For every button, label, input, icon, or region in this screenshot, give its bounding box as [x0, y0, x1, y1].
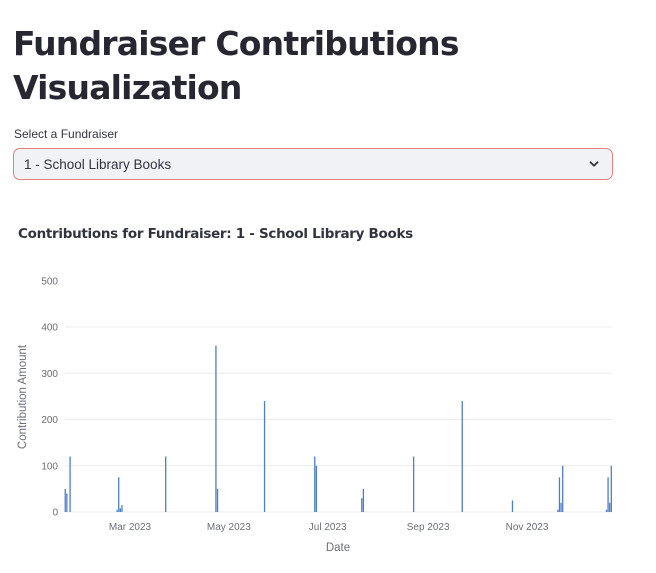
bar[interactable] [216, 488, 219, 512]
bar[interactable] [119, 508, 121, 512]
svg-text:100: 100 [41, 461, 58, 472]
svg-text:400: 400 [41, 323, 58, 334]
bar[interactable] [607, 477, 609, 512]
bar[interactable] [461, 401, 463, 512]
svg-text:0: 0 [52, 508, 58, 519]
select-value: 1 - School Library Books [24, 157, 172, 172]
bar[interactable] [560, 502, 562, 512]
bar[interactable] [64, 488, 66, 512]
page-title: Fundraiser Contributions Visualization [13, 24, 460, 107]
bar[interactable] [609, 502, 611, 512]
fundraiser-select[interactable]: 1 - School Library Books [13, 148, 613, 180]
bar[interactable] [557, 509, 559, 512]
svg-text:Sep 2023: Sep 2023 [407, 522, 450, 533]
bar[interactable] [362, 488, 365, 512]
x-axis-title: Date [326, 542, 350, 554]
bar[interactable] [605, 509, 608, 512]
bar[interactable] [361, 498, 363, 512]
bar[interactable] [412, 456, 415, 513]
bars [64, 345, 612, 513]
bar[interactable] [610, 465, 612, 512]
contributions-bar-chart[interactable]: 0 100 200 300 400 500 Mar 2023 May 2023 Jul 202… [0, 260, 656, 573]
svg-text:May 2023: May 2023 [207, 522, 251, 533]
svg-text:200: 200 [41, 415, 58, 426]
bar[interactable] [121, 505, 123, 512]
bar[interactable] [215, 345, 217, 513]
bar[interactable] [315, 465, 318, 512]
bar[interactable] [118, 477, 120, 512]
svg-text:Mar 2023: Mar 2023 [109, 522, 152, 533]
y-axis-title: Contribution Amount [17, 344, 29, 449]
svg-text:Jul 2023: Jul 2023 [309, 522, 347, 533]
x-axis-ticks: Mar 2023 May 2023 Jul 2023 Sep 2023 Nov 2023 [109, 522, 549, 533]
bar[interactable] [116, 509, 118, 512]
select-fundraiser-label: Select a Fundraiser [14, 127, 119, 141]
bar[interactable] [66, 493, 68, 513]
bar[interactable] [562, 465, 564, 512]
bar[interactable] [263, 401, 266, 512]
svg-text:300: 300 [41, 369, 58, 380]
svg-text:500: 500 [41, 276, 58, 287]
bar[interactable] [314, 456, 316, 513]
gridlines [65, 326, 612, 513]
y-axis-ticks: 0 100 200 300 400 500 [41, 276, 58, 518]
bar[interactable] [511, 500, 514, 512]
bar[interactable] [558, 477, 561, 512]
bar[interactable] [165, 456, 167, 513]
chart-title: Contributions for Fundraiser: 1 - School… [18, 226, 413, 242]
chevron-down-icon [589, 161, 599, 167]
bar[interactable] [69, 456, 71, 513]
svg-text:Nov 2023: Nov 2023 [506, 522, 549, 533]
